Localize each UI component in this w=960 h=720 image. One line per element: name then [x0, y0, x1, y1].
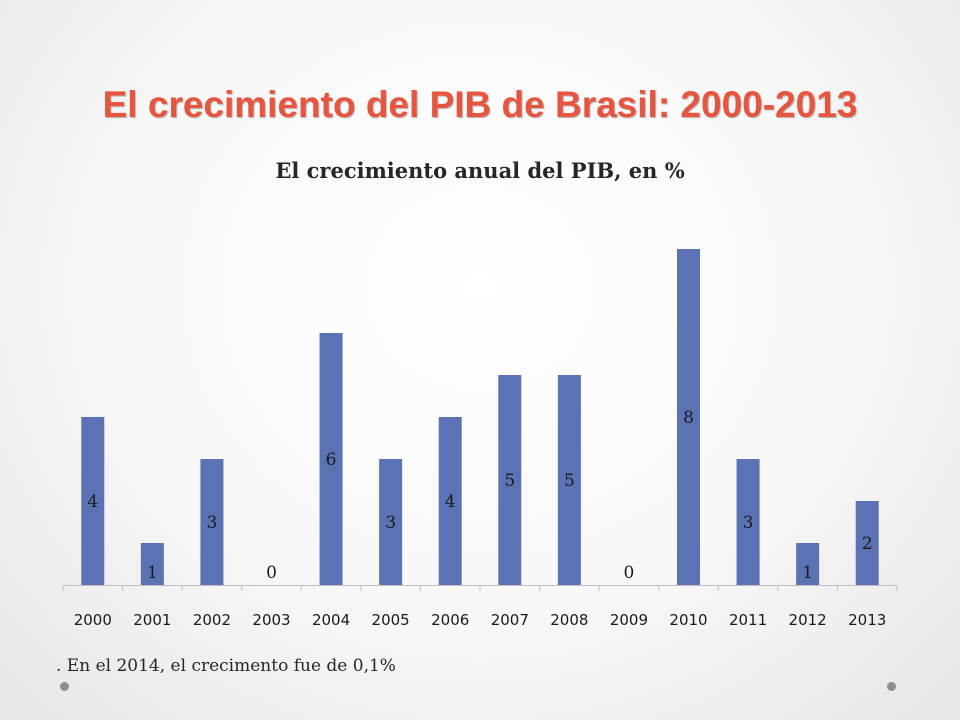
bar-2011: [736, 459, 760, 585]
bar-2012: [796, 543, 820, 585]
data-label-2000: 4: [87, 492, 98, 512]
data-label-2011: 3: [743, 513, 754, 533]
tick-label-2005: 2005: [372, 611, 410, 629]
tick-label-2011: 2011: [729, 611, 767, 629]
data-label-2009: 0: [624, 563, 635, 583]
tick-label-2006: 2006: [431, 611, 469, 629]
bar-2010: [677, 249, 700, 585]
footnote: . En el 2014, el crecimento fue de 0,1%: [56, 656, 396, 676]
tick-label-2004: 2004: [312, 611, 350, 629]
bars-group: [81, 249, 879, 585]
data-label-2001: 1: [147, 563, 158, 583]
tick-labels-group: 2000 2001 2002 2003 2004 2005 2006 2007 2008 2009…: [74, 611, 887, 629]
tick-label-2009: 2009: [610, 611, 648, 629]
slide-dot-left: [60, 682, 69, 691]
bar-2008: [557, 375, 581, 585]
tick-label-2007: 2007: [491, 611, 529, 629]
bar-2002: [200, 459, 224, 585]
bar-2001: [140, 543, 164, 585]
data-label-2007: 5: [504, 471, 515, 491]
data-label-2003: 0: [266, 563, 277, 583]
data-label-2002: 3: [207, 513, 218, 533]
bar-2000: [81, 417, 105, 585]
slide-dot-right: [887, 682, 896, 691]
bar-2004: [319, 333, 343, 585]
data-label-2013: 2: [862, 534, 873, 554]
tick-label-2003: 2003: [252, 611, 290, 629]
tick-label-2002: 2002: [193, 611, 231, 629]
chart-title: El crecimiento anual del PIB, en %: [275, 158, 685, 183]
bar-2007: [498, 375, 522, 585]
data-label-2008: 5: [564, 471, 575, 491]
tick-label-2010: 2010: [669, 611, 707, 629]
tick-label-2012: 2012: [789, 611, 827, 629]
x-axis: [62, 585, 898, 591]
tick-label-2001: 2001: [133, 611, 171, 629]
tick-label-2008: 2008: [550, 611, 588, 629]
data-label-2010: 8: [683, 408, 694, 428]
data-labels-group: 4 1 3 0 6 3 4 5 5 0 8 3 1 2: [87, 408, 872, 583]
data-label-2012: 1: [802, 563, 813, 583]
data-label-2006: 4: [445, 492, 456, 512]
slide-title: El crecimiento del PIB de Brasil: 2000-2…: [102, 84, 858, 125]
bar-2006: [438, 417, 462, 585]
bar-2005: [379, 459, 403, 585]
tick-label-2013: 2013: [848, 611, 886, 629]
tick-label-2000: 2000: [74, 611, 112, 629]
data-label-2005: 3: [385, 513, 396, 533]
data-label-2004: 6: [326, 450, 337, 470]
bar-2013: [855, 501, 879, 585]
